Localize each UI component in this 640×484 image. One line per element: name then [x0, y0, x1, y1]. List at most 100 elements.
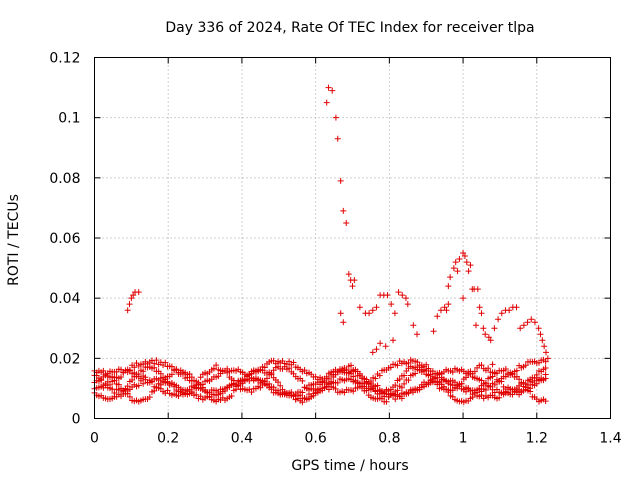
data-point [146, 394, 153, 401]
data-point [224, 369, 231, 376]
data-point [478, 310, 485, 317]
y-tick-label: 0.06 [49, 231, 80, 247]
data-point [292, 396, 299, 403]
data-point [162, 359, 169, 366]
data-point [100, 367, 107, 374]
data-point [140, 368, 147, 375]
y-tick-labels: 0 0.02 0.04 0.06 0.08 0.1 0.12 [49, 51, 80, 428]
data-point [390, 337, 397, 344]
data-point [233, 383, 240, 390]
data-point [513, 304, 520, 311]
data-point [391, 310, 398, 317]
data-point [482, 331, 489, 338]
data-point [157, 375, 164, 382]
data-point [366, 310, 373, 317]
data-point [489, 361, 496, 368]
data-point [199, 384, 206, 391]
data-point [102, 382, 109, 389]
data-point [376, 372, 383, 379]
data-point [98, 377, 105, 384]
data-point [524, 319, 531, 326]
data-point [109, 378, 116, 385]
data-point [396, 376, 403, 383]
data-point [120, 390, 127, 397]
data-point [356, 304, 363, 311]
data-point [401, 380, 408, 387]
data-point [372, 375, 379, 382]
data-point [321, 379, 328, 386]
data-point [434, 313, 441, 320]
data-point [334, 379, 341, 386]
data-point [228, 392, 235, 399]
data-point [471, 368, 478, 375]
data-point [461, 253, 468, 260]
x-tick-label: 0.8 [378, 431, 400, 447]
data-point [445, 283, 452, 290]
data-point [221, 387, 228, 394]
data-point [450, 265, 457, 272]
data-point [175, 384, 182, 391]
data-point [437, 307, 444, 314]
data-point [168, 363, 175, 370]
data-point [135, 289, 142, 296]
data-point [425, 372, 432, 379]
data-point [539, 337, 546, 344]
data-point [465, 268, 472, 275]
data-point [543, 349, 549, 356]
data-point [506, 307, 513, 314]
data-point [126, 393, 133, 400]
data-point [184, 374, 191, 381]
x-tick-label: 1.4 [599, 431, 621, 447]
data-point [210, 365, 217, 372]
data-point [135, 371, 142, 378]
data-point [395, 289, 402, 296]
data-point [465, 371, 472, 378]
data-point [505, 389, 512, 396]
data-point [522, 380, 529, 387]
data-point [343, 219, 350, 226]
data-point [277, 382, 284, 389]
data-point [213, 362, 220, 369]
data-point [402, 295, 409, 302]
data-point [414, 359, 421, 366]
data-point [374, 382, 381, 389]
data-point [343, 366, 350, 373]
data-point [153, 357, 160, 364]
data-point [491, 370, 498, 377]
data-point [436, 369, 443, 376]
data-point [537, 331, 544, 338]
x-axis-title: GPS time / hours [291, 458, 408, 474]
data-point [463, 259, 470, 266]
data-point [387, 364, 394, 371]
data-point [480, 325, 487, 332]
data-point [359, 385, 366, 392]
data-point [513, 367, 520, 374]
x-tick-label: 0.6 [305, 431, 327, 447]
chart-title: Day 336 of 2024, Rate Of TEC Index for r… [165, 20, 534, 36]
data-point [124, 307, 131, 314]
y-tick-label: 0.02 [49, 351, 80, 367]
data-point [361, 375, 368, 382]
data-point [456, 256, 463, 263]
data-point [482, 387, 489, 394]
data-point [115, 381, 122, 388]
data-points [91, 84, 551, 406]
x-tick-label: 0.4 [231, 431, 253, 447]
data-point [312, 373, 319, 380]
data-point [382, 343, 389, 350]
data-point [369, 349, 376, 356]
y-axis-title: ROTI / TECUs [6, 194, 22, 286]
x-tick-labels: 0 0.2 0.4 0.6 0.8 1 1.2 1.4 [90, 431, 622, 447]
data-point [179, 386, 186, 393]
data-point [140, 380, 147, 387]
data-point [350, 388, 357, 395]
data-point [502, 365, 509, 372]
data-point [168, 371, 175, 378]
data-point [323, 99, 330, 106]
data-point [491, 381, 498, 388]
data-point [478, 377, 485, 384]
data-point [430, 328, 437, 335]
data-point [517, 325, 524, 332]
data-point [290, 359, 297, 366]
